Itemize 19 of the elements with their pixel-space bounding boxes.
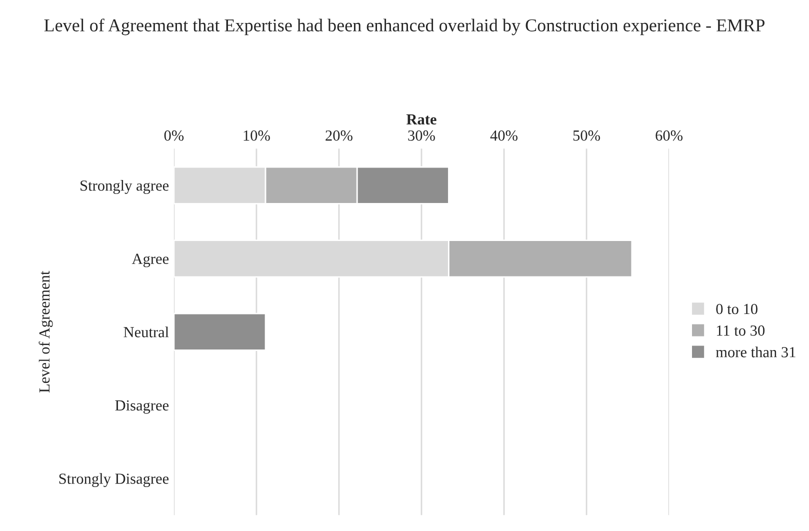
y-tick-label: Disagree xyxy=(115,400,169,414)
y-tick-label: Strongly Disagree xyxy=(59,473,169,488)
y-tick-label: Neutral xyxy=(124,326,169,338)
y-axis-title: Level of Agreement xyxy=(38,270,53,393)
y-tick-label: Strongly agree xyxy=(80,180,169,194)
x-axis-title: Rate xyxy=(406,114,436,125)
legend-label: more than 31 xyxy=(716,346,796,358)
y-tick-label: Agree xyxy=(132,254,169,268)
bar xyxy=(174,312,266,351)
x-tick-label: 0% xyxy=(164,130,184,141)
x-tick-label: 10% xyxy=(244,130,270,141)
x-tick-label: 20% xyxy=(326,130,352,141)
x-tick-label: 30% xyxy=(408,130,435,141)
chart-title: Level of Agreement that Expertise had been enhanced overlaid by Construction experience - EMRP xyxy=(44,18,765,36)
legend-label: 0 to 10 xyxy=(716,304,758,314)
x-tick-label: 40% xyxy=(490,130,518,141)
x-tick-label: 60% xyxy=(656,130,683,141)
x-tick-label: 50% xyxy=(573,130,600,141)
legend-label: 11 to 30 xyxy=(716,325,765,336)
